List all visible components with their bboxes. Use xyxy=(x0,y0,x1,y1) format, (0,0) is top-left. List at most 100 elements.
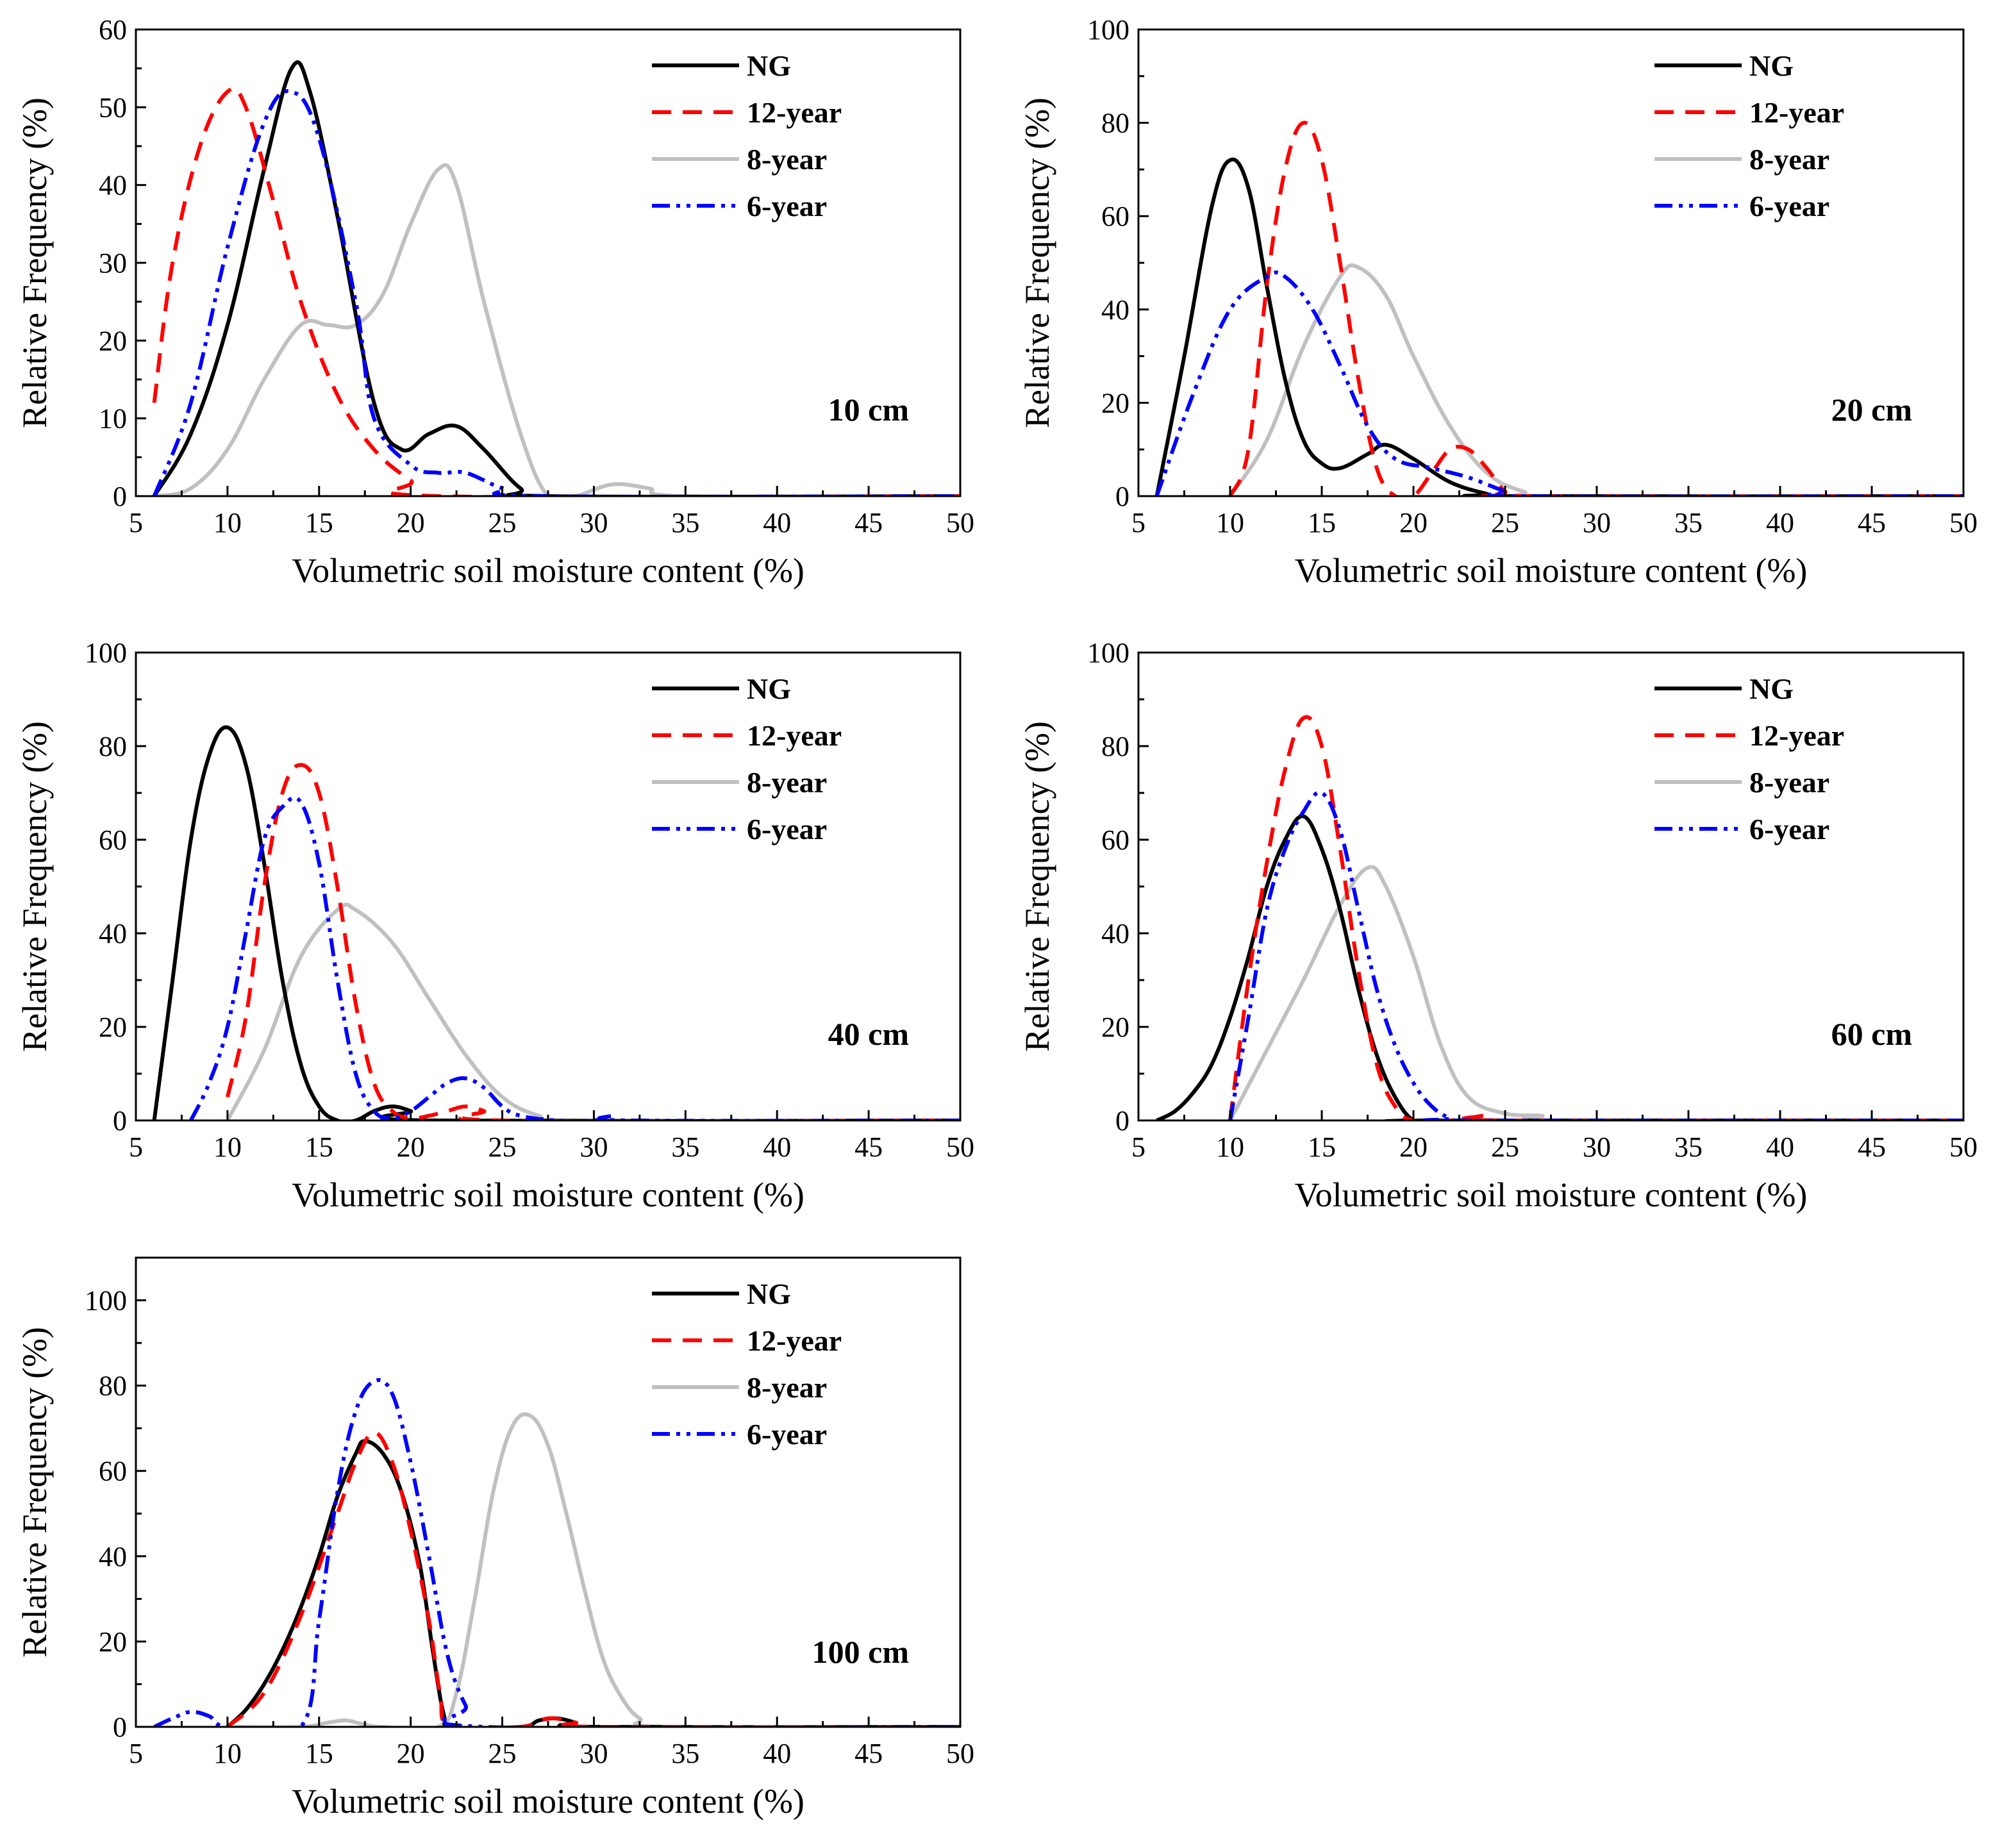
x-tick-label: 5 xyxy=(1131,1131,1145,1163)
y-axis-label: Relative Frequency (%) xyxy=(15,721,54,1052)
legend-label-8-year: 8-year xyxy=(1749,766,1829,799)
legend-label-8-year: 8-year xyxy=(747,1371,827,1404)
x-tick-label: 25 xyxy=(488,1738,517,1769)
x-tick-label: 30 xyxy=(1583,507,1611,538)
legend-label-12-year: 12-year xyxy=(747,1324,842,1357)
legend: NG 12-year 8-year 6-year xyxy=(652,672,842,845)
depth-label: 60 cm xyxy=(1831,1016,1912,1052)
x-tick-label: 50 xyxy=(946,1738,974,1769)
y-tick-label: 40 xyxy=(1101,918,1129,949)
x-tick-label: 15 xyxy=(305,1738,333,1769)
y-tick-label: 60 xyxy=(1101,201,1129,232)
x-tick-label: 20 xyxy=(397,1738,425,1769)
x-tick-label: 5 xyxy=(129,1738,143,1769)
x-tick-label: 20 xyxy=(1399,507,1428,538)
legend-label-6-year: 6-year xyxy=(747,190,827,222)
x-tick-label: 45 xyxy=(1858,507,1886,538)
legend-label-12-year: 12-year xyxy=(1749,96,1844,129)
chart-panel-20-cm: 5 10 15 20 25 30 35 40 45 50 0 20 40 60 80 100 Volumetri… xyxy=(1018,14,1978,590)
series-group xyxy=(152,725,960,1120)
y-tick-label: 0 xyxy=(1115,481,1129,512)
legend-label-NG: NG xyxy=(747,49,791,82)
x-tick-label: 45 xyxy=(854,1738,883,1769)
x-tick-label: 20 xyxy=(397,507,425,538)
x-tick-label: 40 xyxy=(1766,1131,1794,1163)
legend-label-6-year: 6-year xyxy=(1749,813,1829,845)
legend-label-12-year: 12-year xyxy=(747,719,842,752)
y-axis-label: Relative Frequency (%) xyxy=(1018,721,1056,1052)
x-axis-label: Volumetric soil moisture content (%) xyxy=(1295,1176,1808,1214)
x-tick-label: 25 xyxy=(488,1131,517,1163)
x-axis-label: Volumetric soil moisture content (%) xyxy=(292,551,804,590)
x-tick-label: 35 xyxy=(1674,507,1703,538)
legend-label-6-year: 6-year xyxy=(747,813,827,845)
legend-label-6-year: 6-year xyxy=(747,1418,827,1451)
x-tick-label: 20 xyxy=(397,1131,425,1163)
legend-label-8-year: 8-year xyxy=(747,766,827,799)
y-tick-label: 60 xyxy=(99,824,127,856)
y-tick-label: 60 xyxy=(1101,824,1129,856)
y-tick-label: 40 xyxy=(99,1541,127,1572)
series-line-8-year xyxy=(227,1412,960,1727)
depth-label: 100 cm xyxy=(812,1634,909,1670)
y-tick-label: 40 xyxy=(99,170,127,201)
y-tick-label: 30 xyxy=(99,247,127,279)
x-tick-label: 50 xyxy=(946,1131,974,1163)
legend-label-8-year: 8-year xyxy=(1749,143,1829,176)
series-line-8-year xyxy=(226,903,960,1120)
x-tick-label: 30 xyxy=(1583,1131,1611,1163)
chart-panel-10-cm: 5 10 15 20 25 30 35 40 45 50 0 10 20 30 40 50 60 Volumetr… xyxy=(15,14,974,590)
legend: NG 12-year 8-year 6-year xyxy=(1654,672,1844,845)
y-tick-label: 80 xyxy=(99,1370,127,1402)
series-group xyxy=(1154,121,1963,496)
y-tick-label: 10 xyxy=(99,403,127,435)
legend: NG 12-year 8-year 6-year xyxy=(652,49,842,222)
y-tick-label: 100 xyxy=(1087,637,1129,669)
y-tick-label: 0 xyxy=(113,481,127,512)
series-line-8-year xyxy=(1228,263,1963,496)
legend: NG 12-year 8-year 6-year xyxy=(1654,49,1844,222)
x-tick-label: 45 xyxy=(854,1131,883,1163)
chart-panel-60-cm: 5 10 15 20 25 30 35 40 45 50 0 20 40 60 80 100 Volumetri… xyxy=(1018,637,1978,1214)
legend-label-NG: NG xyxy=(1749,672,1794,705)
legend-label-12-year: 12-year xyxy=(747,96,842,129)
y-axis-label: Relative Frequency (%) xyxy=(15,1327,54,1658)
y-tick-label: 60 xyxy=(99,14,127,46)
x-tick-label: 40 xyxy=(763,1738,791,1769)
x-tick-label: 30 xyxy=(579,1738,608,1769)
x-axis-label: Volumetric soil moisture content (%) xyxy=(1295,551,1808,590)
x-tick-label: 10 xyxy=(213,1738,242,1769)
x-tick-label: 25 xyxy=(1491,1131,1519,1163)
x-tick-label: 50 xyxy=(946,507,974,538)
x-tick-label: 20 xyxy=(1399,1131,1428,1163)
y-tick-label: 100 xyxy=(85,637,127,669)
y-tick-label: 80 xyxy=(1101,731,1129,762)
y-tick-label: 0 xyxy=(113,1105,127,1136)
y-tick-label: 40 xyxy=(99,918,127,949)
series-line-8-year xyxy=(153,163,960,496)
x-tick-label: 5 xyxy=(1131,507,1145,538)
y-tick-label: 20 xyxy=(99,1011,127,1043)
series-line-12-year xyxy=(1228,715,1963,1120)
y-tick-label: 50 xyxy=(99,92,127,123)
x-tick-label: 25 xyxy=(1491,507,1519,538)
series-group xyxy=(153,1378,960,1727)
x-tick-label: 10 xyxy=(1216,1131,1244,1163)
x-tick-label: 15 xyxy=(305,1131,333,1163)
depth-label: 20 cm xyxy=(1831,392,1912,428)
x-tick-label: 35 xyxy=(1674,1131,1703,1163)
x-tick-label: 45 xyxy=(854,507,883,538)
series-line-6-year xyxy=(1154,271,1963,496)
x-tick-label: 30 xyxy=(579,507,608,538)
x-tick-label: 10 xyxy=(213,1131,242,1163)
x-tick-label: 35 xyxy=(671,1738,699,1769)
y-tick-label: 0 xyxy=(113,1711,127,1743)
x-tick-label: 40 xyxy=(763,507,791,538)
x-tick-label: 15 xyxy=(1308,507,1336,538)
x-tick-label: 35 xyxy=(671,1131,699,1163)
legend: NG 12-year 8-year 6-year xyxy=(652,1278,842,1451)
depth-label: 40 cm xyxy=(828,1016,909,1052)
x-tick-label: 10 xyxy=(1216,507,1244,538)
y-tick-label: 20 xyxy=(99,325,127,356)
